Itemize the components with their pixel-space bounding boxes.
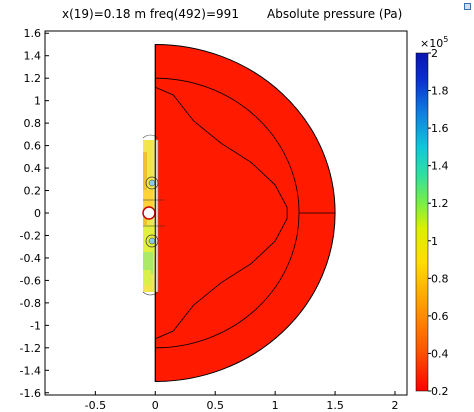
- x-tick-label: 1.5: [326, 399, 344, 412]
- x-tick-label: 0.5: [206, 399, 224, 412]
- x-tick-label: 2: [392, 399, 399, 412]
- y-tick-label: 0.4: [24, 162, 42, 175]
- colorbar-tick-label: 0.4: [431, 347, 449, 360]
- y-tick-label: -1.6: [20, 387, 41, 400]
- plot-parameters-label: x(19)=0.18 m freq(492)=991: [62, 7, 239, 21]
- y-tick-label: -1.4: [20, 364, 41, 377]
- colorbar-tick-label: 1.6: [431, 122, 449, 135]
- y-tick-label: 0.6: [24, 140, 42, 153]
- y-tick-label: -1.2: [20, 342, 41, 355]
- y-tick-label: 1: [34, 95, 41, 108]
- colorbar: [415, 52, 429, 392]
- y-tick-label: 0: [34, 207, 41, 220]
- y-tick-label: 1.2: [24, 72, 42, 85]
- y-tick-label: -0.8: [20, 297, 41, 310]
- colorbar-exponent-label: ×105: [420, 35, 448, 50]
- y-tick-label: 1.4: [24, 50, 42, 63]
- colorbar-tick-label: 1: [431, 235, 438, 248]
- colorbar-tick-label: 1.2: [431, 197, 449, 210]
- colorbar-tick-label: 2: [431, 47, 438, 60]
- plot-quantity-title: Absolute pressure (Pa): [267, 7, 403, 21]
- y-tick-label: -0.6: [20, 274, 41, 287]
- x-tick-label: 1: [272, 399, 279, 412]
- colorbar-tick-label: 0.8: [431, 272, 449, 285]
- y-tick-label: -1: [30, 319, 41, 332]
- x-tick-label: 0: [152, 399, 159, 412]
- pressure-contour-line: [155, 86, 288, 340]
- pressure-field-domain: [154, 43, 336, 383]
- x-tick-label: -0.5: [85, 399, 106, 412]
- y-tick-label: -0.4: [20, 252, 41, 265]
- colorbar-tick-label: 1.4: [431, 160, 449, 173]
- plot-export-icon[interactable]: [464, 3, 471, 10]
- colorbar-tick-label: 0.2: [431, 385, 449, 398]
- colorbar-tick-label: 1.8: [431, 85, 449, 98]
- inner-domain-boundary: [155, 77, 300, 349]
- colorbar-tick-label: 0.6: [431, 310, 449, 323]
- y-tick-label: 0.2: [24, 185, 42, 198]
- y-tick-label: 1.6: [24, 27, 42, 40]
- y-tick-label: 0.8: [24, 117, 42, 130]
- y-tick-label: -0.2: [20, 229, 41, 242]
